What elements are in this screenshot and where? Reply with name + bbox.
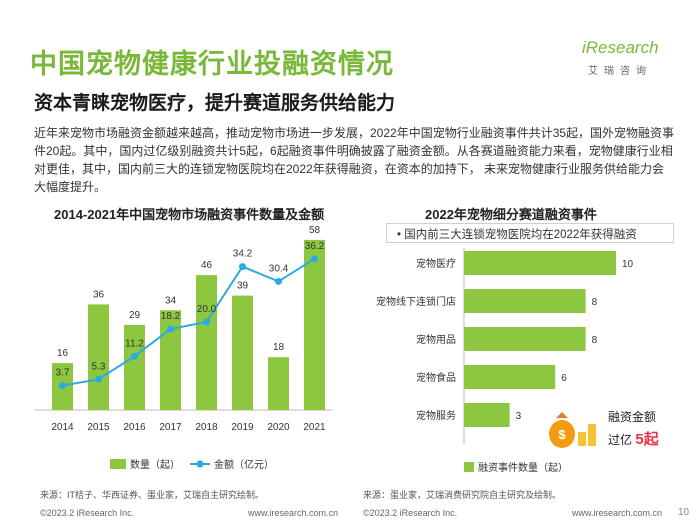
bar-2021 [304, 239, 325, 410]
x-tick-2021: 2021 [303, 422, 326, 433]
x-tick-2014: 2014 [51, 422, 74, 433]
amount-label-2014: 3.7 [56, 368, 70, 379]
bar-2016 [124, 324, 145, 410]
category-label-0: 宠物医疗 [416, 257, 456, 270]
bar-label-2015: 36 [93, 289, 105, 300]
badge-number: 5 [635, 431, 644, 448]
hbar-4 [464, 403, 510, 427]
category-label-1: 宠物线下连锁门店 [376, 295, 456, 308]
amount-label-2016: 11.2 [125, 338, 144, 349]
amount-label-2019: 34.2 [233, 249, 253, 260]
logo-sub-text: 艾瑞咨询 [588, 66, 652, 77]
x-tick-2018: 2018 [195, 422, 218, 433]
bar-label-2021: 58 [309, 225, 321, 236]
left-chart: 16 2014 36 2015 29 2016 34 2017 46 2018 39 2019 18 20… [34, 225, 332, 471]
hbar-value-3: 6 [561, 373, 567, 384]
badge-line1: 融资金额 [608, 410, 657, 424]
legend-bar-label: 数量（起） [130, 458, 180, 471]
amount-label-2015: 5.3 [92, 361, 106, 372]
x-tick-2020: 2020 [267, 422, 290, 433]
hbar-value-1: 8 [592, 297, 598, 308]
hbar-2 [464, 327, 586, 351]
legend-line-label: 金额（亿元） [214, 458, 274, 471]
amount-label-2021: 36.2 [305, 241, 325, 252]
footer-left-copyright: ©2023.2 iResearch Inc. [40, 508, 135, 518]
bar-label-2017: 34 [165, 295, 177, 306]
logo-main-text: iResearch [582, 38, 659, 57]
legend-bar-swatch [110, 459, 126, 469]
financing-badge: $ 融资金额 过亿 5起 [548, 402, 678, 452]
bar-label-2018: 46 [201, 260, 213, 271]
hbar-value-0: 10 [622, 259, 634, 270]
x-tick-2015: 2015 [87, 422, 110, 433]
badge-line2-prefix: 过亿 [608, 433, 633, 447]
amount-point-2018 [203, 318, 210, 326]
legend-label: 融资事件数量（起） [478, 461, 568, 474]
bar-2018 [196, 275, 217, 410]
hbar-1 [464, 289, 586, 313]
amount-label-2018: 20.0 [197, 304, 217, 315]
bag-body [549, 420, 575, 448]
legend-swatch [464, 462, 474, 472]
right-chart: 宠物医疗 10 宠物线下连锁门店 8 宠物用品 8 宠物食品 6 宠物服务 3 融资事件数量（起） [376, 248, 634, 474]
dollar-sign: $ [558, 427, 566, 442]
footer-right-copyright: ©2023.2 iResearch Inc. [363, 508, 458, 518]
legend-line-dot [196, 460, 204, 468]
left-footnote: 来源：IT桔子、华西证券、蛋业家，艾瑞自主研究绘制。 [40, 490, 264, 500]
amount-point-2019 [239, 263, 246, 271]
right-footnote: 来源：蛋业家，艾瑞消费研究院自主研究及绘制。 [363, 490, 562, 500]
amount-line [62, 257, 316, 387]
amount-point-2017 [167, 325, 174, 333]
x-tick-2016: 2016 [123, 422, 146, 433]
page-number: 10 [678, 507, 690, 518]
category-label-4: 宠物服务 [416, 409, 456, 422]
note-box: • 国内前三大连锁宠物医院均在2022年获得融资 [386, 223, 674, 243]
right-chart-title: 2022年宠物细分赛道融资事件 [425, 207, 597, 222]
footer-left-url[interactable]: www.iresearch.com.cn [248, 508, 339, 518]
page-title: 中国宠物健康行业投融资情况 [30, 49, 394, 79]
bar-2020 [268, 357, 289, 410]
left-chart-title: 2014-2021年中国宠物市场融资事件数量及金额 [54, 207, 325, 222]
hbar-value-4: 3 [516, 411, 522, 422]
bar-2017 [160, 310, 181, 410]
bar-2019 [232, 295, 253, 410]
x-tick-2019: 2019 [231, 422, 254, 433]
bar-label-2016: 29 [129, 310, 141, 321]
amount-point-2020 [275, 277, 282, 285]
category-label-3: 宠物食品 [416, 371, 456, 384]
bar-2015 [88, 304, 109, 410]
intro-paragraph: 近年来宠物市场融资金额越来越高，推动宠物市场进一步发展，2022年中国宠物行业融… [34, 126, 675, 194]
x-tick-2017: 2017 [159, 422, 182, 433]
iresearch-logo: iResearch 艾瑞咨询 [582, 38, 672, 84]
bar-label-2020: 18 [273, 342, 285, 353]
badge-suffix: 起 [643, 431, 659, 448]
amount-point-2016 [131, 352, 138, 360]
coin-stack-1 [578, 432, 586, 446]
bar-label-2014: 16 [57, 348, 69, 359]
category-label-2: 宠物用品 [416, 333, 456, 346]
hbar-value-2: 8 [592, 335, 598, 346]
amount-label-2017: 18.2 [161, 311, 181, 322]
amount-point-2014 [59, 382, 66, 390]
bag-tie [556, 412, 568, 418]
footer-right-url[interactable]: www.iresearch.com.cn [572, 508, 663, 518]
amount-point-2021 [311, 255, 318, 263]
money-bag-icon: $ [549, 412, 596, 448]
bar-label-2019: 39 [237, 281, 249, 292]
amount-label-2020: 30.4 [269, 263, 289, 274]
coin-stack-2 [588, 424, 596, 446]
badge-line2: 过亿 5起 [608, 428, 659, 449]
page-subtitle: 资本青睐宠物医疗，提升赛道服务供给能力 [34, 93, 396, 114]
hbar-0 [464, 251, 616, 275]
amount-point-2015 [95, 375, 102, 383]
hbar-3 [464, 365, 556, 389]
